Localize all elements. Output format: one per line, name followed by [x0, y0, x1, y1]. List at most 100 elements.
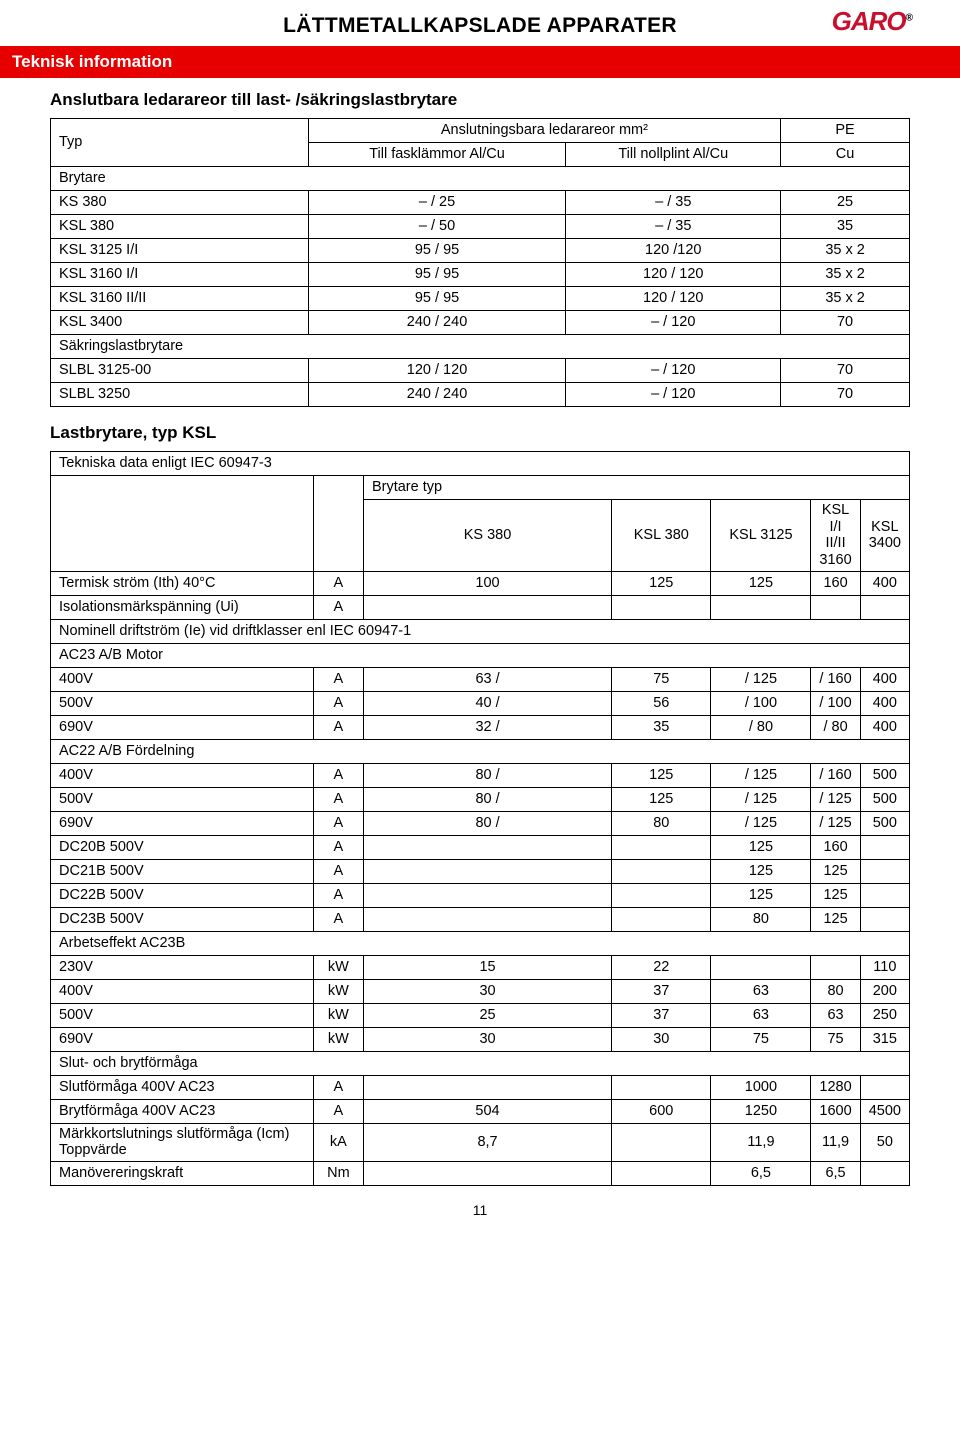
cell-value — [612, 1075, 711, 1099]
cell-value: / 125 — [811, 787, 860, 811]
cell-value: / 100 — [711, 691, 811, 715]
cell-value: – / 35 — [566, 215, 781, 239]
table-row: Brytare — [51, 167, 910, 191]
col-pe: PE — [781, 119, 910, 143]
row-label: KSL 3160 II/II — [51, 287, 309, 311]
row-label: KSL 380 — [51, 215, 309, 239]
cell-value: 11,9 — [811, 1123, 860, 1161]
row-label: SLBL 3125-00 — [51, 359, 309, 383]
cell-value: 125 — [811, 907, 860, 931]
cell-value: 40 / — [363, 691, 611, 715]
unit: A — [313, 595, 363, 619]
row-label: DC22B 500V — [51, 883, 314, 907]
cell-value: 35 x 2 — [781, 239, 910, 263]
cell-value — [363, 907, 611, 931]
col-fask: Till fasklämmor Al/Cu — [308, 143, 566, 167]
cell-value: 35 x 2 — [781, 287, 910, 311]
row-label: 400V — [51, 979, 314, 1003]
cell-value: 63 — [711, 1003, 811, 1027]
table-row: KSL 3400240 / 240– / 12070 — [51, 311, 910, 335]
row-label: 690V — [51, 1027, 314, 1051]
cell-value: 125 — [711, 571, 811, 595]
cell-value: 25 — [781, 191, 910, 215]
cell-value: 25 — [363, 1003, 611, 1027]
cell-value: 8,7 — [363, 1123, 611, 1161]
col-ks380: KS 380 — [363, 500, 611, 572]
table-row: Nominell driftström (Ie) vid driftklasse… — [51, 619, 910, 643]
cell-value: 1280 — [811, 1075, 860, 1099]
row-label: KSL 3160 I/I — [51, 263, 309, 287]
table-row: Termisk ström (Ith) 40°CA100125125160400 — [51, 571, 910, 595]
row-label: Arbetseffekt AC23B — [51, 931, 910, 955]
table-row: KSL 3160 II/II95 / 95120 / 12035 x 2 — [51, 287, 910, 311]
cell-value — [612, 1162, 711, 1186]
row-label: 400V — [51, 763, 314, 787]
row-label: KSL 3125 I/I — [51, 239, 309, 263]
cell-value: 37 — [612, 979, 711, 1003]
col-ksl3400: KSL 3400 — [860, 500, 909, 572]
cell-value — [612, 883, 711, 907]
cell-value: 125 — [811, 883, 860, 907]
unit: kW — [313, 1003, 363, 1027]
cell-value: 70 — [781, 311, 910, 335]
cell-value: 125 — [811, 859, 860, 883]
table-row: KS 380– / 25– / 3525 — [51, 191, 910, 215]
col-ksl3160: KSL I/I II/II 3160 — [811, 500, 860, 572]
row-label: Nominell driftström (Ie) vid driftklasse… — [51, 619, 910, 643]
cell-value — [860, 595, 909, 619]
unit: A — [313, 787, 363, 811]
unit: A — [313, 835, 363, 859]
table-row: Isolationsmärkspänning (Ui)A — [51, 595, 910, 619]
cell-value: 125 — [612, 571, 711, 595]
unit: kA — [313, 1123, 363, 1161]
cell-value: 80 / — [363, 811, 611, 835]
row-label: 230V — [51, 955, 314, 979]
cell-value: 125 — [612, 763, 711, 787]
table-row: Brytförmåga 400V AC23A504600125016004500 — [51, 1099, 910, 1123]
unit: A — [313, 571, 363, 595]
cell-value: 35 — [781, 215, 910, 239]
table-row: Märkkortslutnings slutförmåga (Icm) Topp… — [51, 1123, 910, 1161]
unit: A — [313, 811, 363, 835]
row-label: 690V — [51, 811, 314, 835]
row-label: 690V — [51, 715, 314, 739]
table-row: 500VA80 /125/ 125/ 125500 — [51, 787, 910, 811]
cell-value: 125 — [711, 883, 811, 907]
cell-value: / 125 — [711, 811, 811, 835]
cell-value: / 80 — [711, 715, 811, 739]
cell-value: 315 — [860, 1027, 909, 1051]
cell-value — [811, 955, 860, 979]
table-technical-data: Tekniska data enligt IEC 60947-3 Brytare… — [50, 451, 910, 1186]
cell-value: 100 — [363, 571, 611, 595]
row-label: SLBL 3250 — [51, 383, 309, 407]
row-label: Manövereringskraft — [51, 1162, 314, 1186]
cell-value: 125 — [612, 787, 711, 811]
unit: A — [313, 1075, 363, 1099]
unit: A — [313, 667, 363, 691]
cell-value: 22 — [612, 955, 711, 979]
table-row: AC23 A/B Motor — [51, 643, 910, 667]
row-label: 500V — [51, 1003, 314, 1027]
cell-value: 120 / 120 — [308, 359, 566, 383]
row-label: DC23B 500V — [51, 907, 314, 931]
cell-value: 400 — [860, 667, 909, 691]
cell-value: / 125 — [711, 787, 811, 811]
cell-value: 30 — [363, 979, 611, 1003]
table-row: 230VkW1522110 — [51, 955, 910, 979]
subtitle: Tekniska data enligt IEC 60947-3 — [51, 452, 910, 476]
cell-value — [860, 1075, 909, 1099]
cell-value: 80 / — [363, 787, 611, 811]
table-row: 400VkW30376380200 — [51, 979, 910, 1003]
cell-value: 15 — [363, 955, 611, 979]
cell-value: 1250 — [711, 1099, 811, 1123]
unit: kW — [313, 1027, 363, 1051]
unit: A — [313, 859, 363, 883]
section1-title: Anslutbara ledarareor till last- /säkrin… — [50, 90, 910, 110]
table-row: KSL 3160 I/I95 / 95120 / 12035 x 2 — [51, 263, 910, 287]
cell-value: 35 x 2 — [781, 263, 910, 287]
cell-value: / 100 — [811, 691, 860, 715]
cell-value: 125 — [711, 835, 811, 859]
cell-value: 1000 — [711, 1075, 811, 1099]
cell-value: 160 — [811, 835, 860, 859]
cell-value: 95 / 95 — [308, 263, 566, 287]
